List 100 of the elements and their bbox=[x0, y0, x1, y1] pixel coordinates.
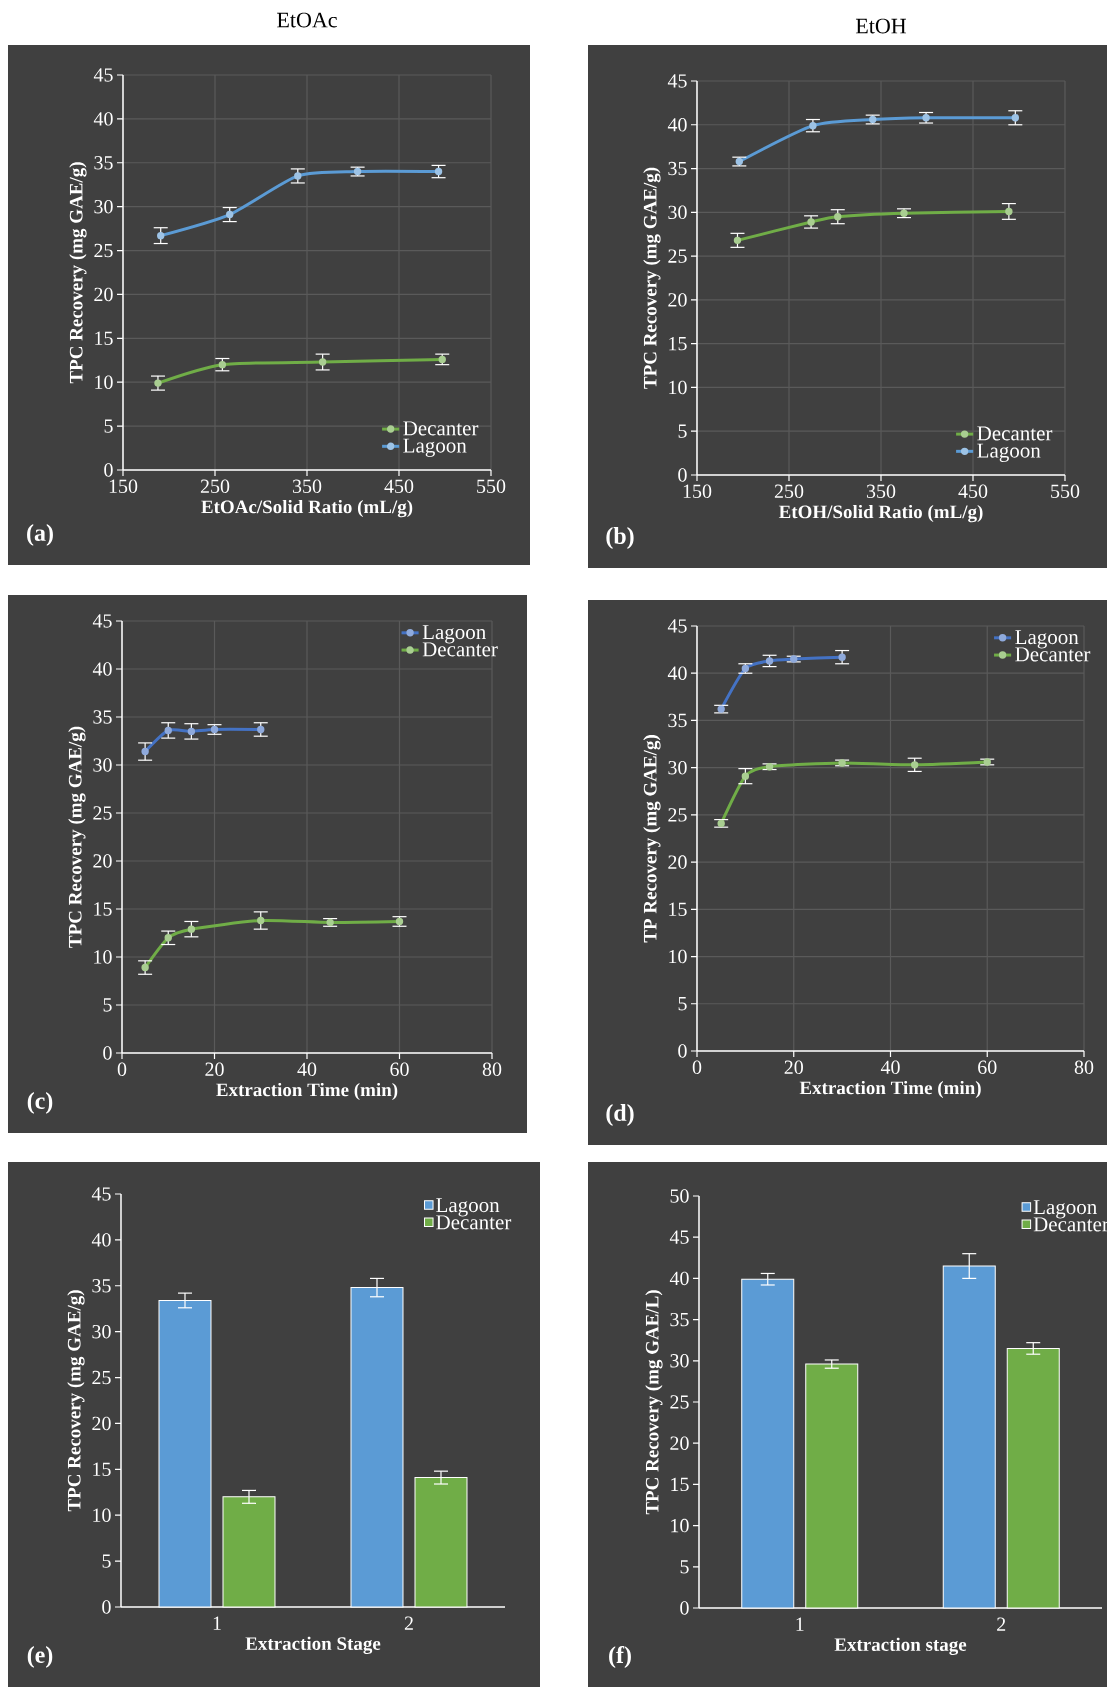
legend-label: Lagoon bbox=[422, 625, 487, 644]
x-tick-label: 80 bbox=[482, 1062, 502, 1077]
x-tick-label: 2 bbox=[404, 1616, 413, 1630]
y-tick-label: 20 bbox=[668, 855, 687, 869]
y-tick-label: 30 bbox=[93, 758, 112, 772]
x-tick-label: 80 bbox=[1074, 1060, 1094, 1075]
x-tick-label: 2 bbox=[997, 1617, 1006, 1631]
x-tick-label: 20 bbox=[205, 1062, 224, 1077]
x-tick-label: 450 bbox=[958, 484, 988, 499]
y-tick-label: 0 bbox=[680, 1601, 689, 1615]
legend-label: Lagoon bbox=[1015, 630, 1079, 649]
y-axis-title: TPC Recovery (mg GAE/L) bbox=[645, 1290, 663, 1515]
x-tick-label: 350 bbox=[293, 479, 322, 494]
y-tick-label: 5 bbox=[678, 424, 687, 438]
y-tick-label: 0 bbox=[104, 463, 113, 477]
y-tick-label: 20 bbox=[92, 1416, 111, 1431]
chart-title: EtOAc bbox=[277, 12, 337, 28]
x-axis-title: Extraction stage bbox=[834, 1637, 967, 1655]
y-tick-label: 15 bbox=[671, 1477, 689, 1492]
y-tick-label: 20 bbox=[670, 1436, 689, 1450]
y-tick-label: 40 bbox=[93, 112, 113, 126]
y-tick-label: 15 bbox=[669, 902, 687, 917]
x-axis-title: Extraction Stage bbox=[245, 1636, 381, 1654]
x-tick-label: 40 bbox=[880, 1060, 900, 1075]
x-tick-label: 40 bbox=[297, 1062, 317, 1077]
y-tick-label: 40 bbox=[667, 118, 687, 132]
y-tick-label: 25 bbox=[668, 249, 687, 263]
legend-label: Lagoon bbox=[403, 438, 467, 457]
y-axis-title: TPC Recovery (mg GAE/g) bbox=[643, 167, 661, 389]
text: (a) bbox=[27, 524, 53, 546]
y-tick-label: 10 bbox=[669, 949, 687, 964]
y-tick-label: 30 bbox=[94, 199, 113, 214]
y-tick-label: 35 bbox=[668, 161, 687, 176]
x-tick-label: 60 bbox=[978, 1060, 997, 1075]
x-tick-label: 1 bbox=[796, 1617, 804, 1631]
x-axis-title: Extraction Time (min) bbox=[216, 1082, 398, 1101]
legend-label: Lagoon bbox=[436, 1198, 500, 1217]
y-tick-label: 30 bbox=[668, 205, 687, 220]
y-tick-label: 50 bbox=[670, 1189, 689, 1203]
y-tick-label: 5 bbox=[678, 997, 687, 1011]
x-axis-title: Extraction Time (min) bbox=[799, 1080, 981, 1099]
y-tick-label: 10 bbox=[94, 950, 112, 964]
y-tick-label: 5 bbox=[103, 998, 112, 1012]
x-tick-label: 1 bbox=[213, 1616, 221, 1630]
y-tick-label: 15 bbox=[94, 902, 112, 916]
y-tick-label: 45 bbox=[91, 1187, 111, 1201]
y-tick-label: 35 bbox=[94, 156, 113, 170]
text: (d) bbox=[606, 1104, 634, 1126]
y-tick-label: 5 bbox=[102, 1554, 111, 1568]
text: (c) bbox=[27, 1092, 53, 1114]
y-axis-title: TPC Recovery (mg GAE/g) bbox=[67, 1290, 85, 1512]
y-tick-label: 15 bbox=[93, 1462, 111, 1477]
y-tick-label: 40 bbox=[91, 1233, 111, 1247]
x-tick-label: 150 bbox=[683, 484, 712, 499]
legend-label: Lagoon bbox=[977, 443, 1041, 463]
y-tick-label: 35 bbox=[668, 713, 687, 728]
text: (b) bbox=[606, 527, 634, 549]
x-tick-label: 20 bbox=[784, 1060, 804, 1075]
x-tick-label: 350 bbox=[867, 484, 896, 499]
y-tick-label: 5 bbox=[104, 419, 113, 433]
y-tick-label: 25 bbox=[668, 808, 687, 822]
y-axis-title: TPC Recovery (mg GAE/g) bbox=[69, 162, 87, 384]
y-tick-label: 45 bbox=[667, 619, 687, 633]
y-tick-label: 30 bbox=[92, 1324, 111, 1339]
y-tick-label: 25 bbox=[92, 1370, 111, 1385]
text: (e) bbox=[27, 1646, 53, 1668]
legend-label: Decanter bbox=[436, 1215, 512, 1230]
x-tick-label: 0 bbox=[692, 1060, 702, 1075]
x-tick-label: 0 bbox=[117, 1062, 127, 1077]
x-tick-label: 550 bbox=[477, 479, 506, 494]
y-tick-label: 10 bbox=[669, 380, 687, 395]
x-axis-title: EtOH/Solid Ratio (mL/g) bbox=[779, 504, 983, 523]
y-tick-label: 10 bbox=[95, 375, 113, 389]
x-tick-label: 60 bbox=[390, 1062, 409, 1077]
y-tick-label: 30 bbox=[670, 1354, 689, 1368]
y-tick-label: 0 bbox=[102, 1600, 111, 1614]
y-axis-title: TP Recovery (mg GAE/g) bbox=[643, 735, 661, 943]
y-tick-label: 45 bbox=[92, 614, 112, 628]
legend-label: Lagoon bbox=[1033, 1200, 1098, 1219]
y-tick-label: 0 bbox=[678, 1044, 687, 1058]
y-tick-label: 40 bbox=[92, 662, 112, 676]
y-tick-label: 25 bbox=[94, 243, 113, 258]
y-tick-label: 20 bbox=[93, 854, 112, 868]
y-tick-label: 45 bbox=[667, 74, 687, 88]
y-tick-label: 25 bbox=[670, 1395, 689, 1409]
x-tick-label: 250 bbox=[774, 484, 804, 499]
legend-label: Decanter bbox=[1015, 647, 1091, 662]
text: (f) bbox=[609, 1645, 631, 1668]
x-axis-title: EtOAc/Solid Ratio (mL/g) bbox=[201, 499, 413, 518]
y-tick-label: 0 bbox=[678, 468, 687, 482]
y-tick-label: 10 bbox=[671, 1518, 689, 1533]
x-tick-label: 450 bbox=[384, 479, 414, 494]
y-tick-label: 5 bbox=[680, 1560, 689, 1574]
legend-label: Decanter bbox=[403, 421, 479, 436]
x-tick-label: 150 bbox=[109, 479, 138, 494]
legend-label: Decanter bbox=[422, 642, 498, 657]
y-tick-label: 10 bbox=[93, 1508, 111, 1522]
y-tick-label: 15 bbox=[669, 336, 687, 351]
y-tick-label: 35 bbox=[670, 1312, 689, 1327]
y-tick-label: 25 bbox=[93, 806, 112, 820]
